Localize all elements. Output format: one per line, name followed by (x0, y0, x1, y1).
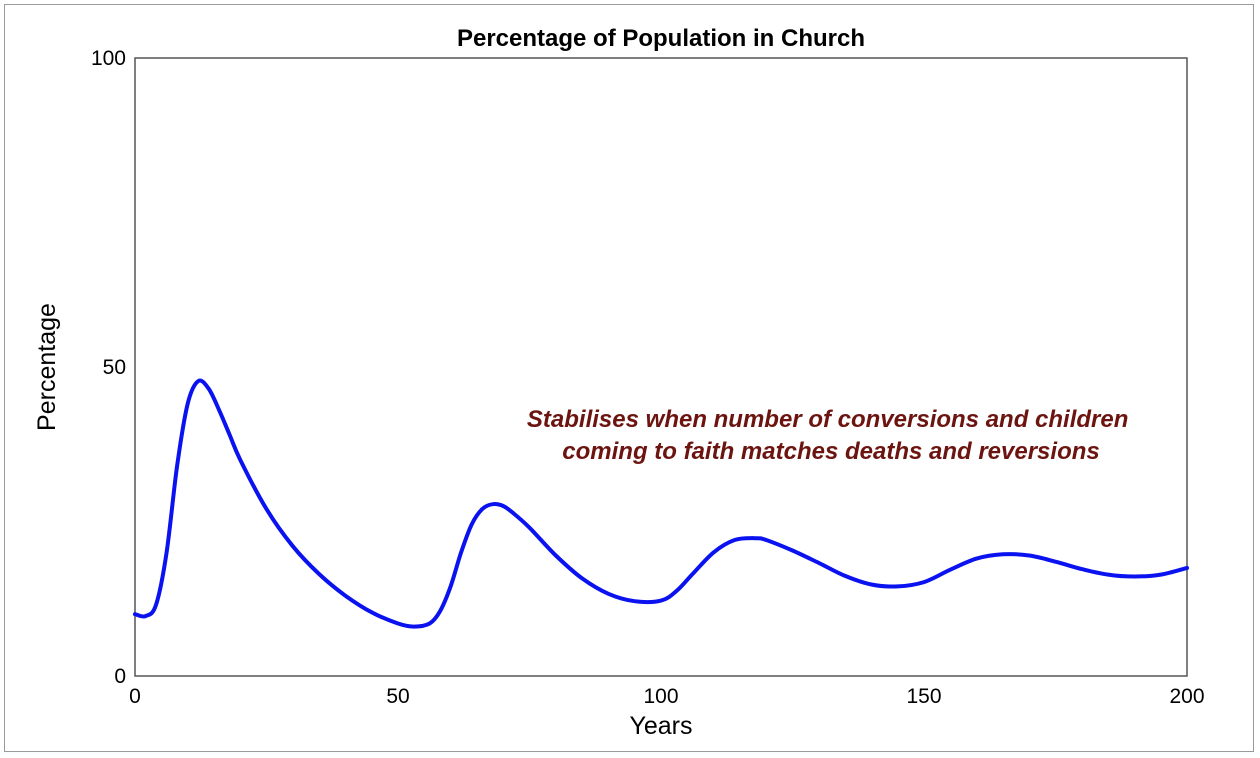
x-tick-label: 100 (643, 685, 678, 708)
y-tick-label: 0 (114, 665, 126, 688)
y-axis-label: Percentage (33, 303, 61, 431)
y-tick-label: 50 (103, 356, 126, 379)
x-axis-label: Years (629, 712, 692, 740)
y-tick-label: 100 (91, 47, 126, 70)
stabilises-annotation: Stabilises when number of conversions an… (527, 406, 1135, 465)
chart-frame (4, 4, 1254, 752)
x-tick-label: 50 (386, 685, 409, 708)
y-tick-labels: 0 50 100 (91, 47, 126, 688)
annotation-line-2: coming to faith matches deaths and rever… (562, 438, 1099, 465)
chart-title: Percentage of Population in Church (457, 25, 865, 52)
annotation-line-1: Stabilises when number of conversions an… (527, 406, 1128, 433)
series-line (133, 378, 1189, 629)
plot-area (134, 57, 1188, 677)
x-tick-labels: 0 50 100 150 200 (129, 685, 1204, 708)
x-tick-label: 150 (906, 685, 941, 708)
x-tick-label: 0 (129, 685, 141, 708)
x-tick-label: 200 (1169, 685, 1204, 708)
